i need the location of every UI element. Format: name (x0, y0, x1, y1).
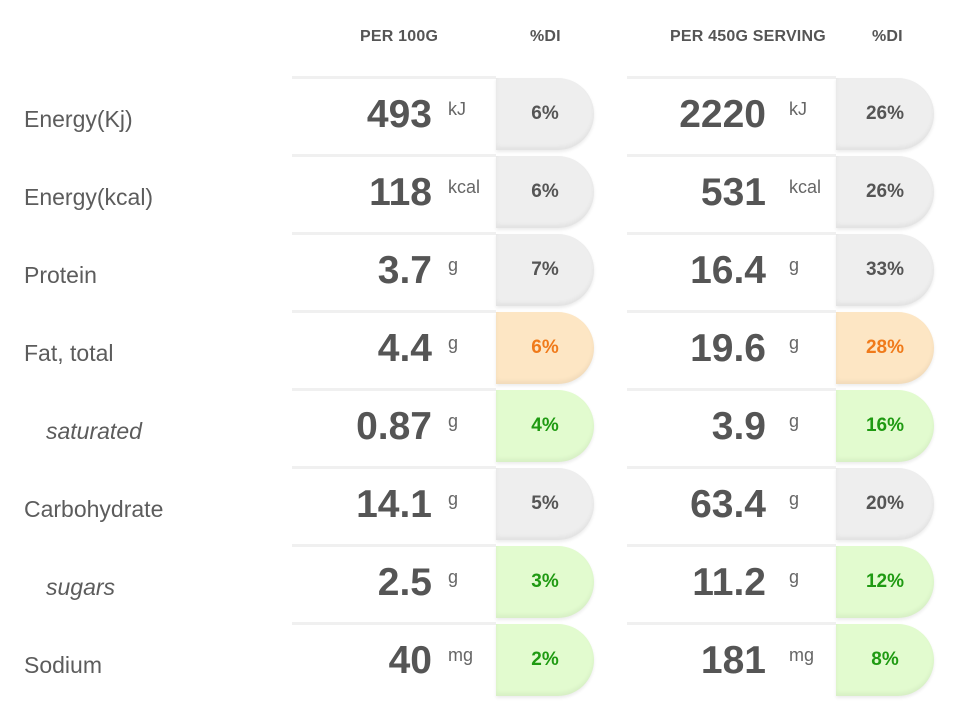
per-serving-value: 11.2 (692, 561, 766, 604)
header-di-100g: %DI (530, 28, 561, 45)
per-serving-cell: 2220 kJ (627, 76, 836, 151)
nutrient-row-sodium: Sodium 40 mg 2% 181 mg 8% (0, 622, 976, 700)
nutrient-label: Protein (24, 262, 97, 288)
per-100g-cell: 40 mg (292, 622, 496, 697)
per-100g-value: 14.1 (356, 483, 432, 526)
di-100g-badge: 2% (496, 624, 594, 696)
per-serving-cell: 11.2 g (627, 544, 836, 619)
nutrient-row-energy-kj: Energy(Kj) 493 kJ 6% 2220 kJ 26% (0, 76, 976, 154)
nutrient-row-fat-total: Fat, total 4.4 g 6% 19.6 g 28% (0, 310, 976, 388)
nutrient-label: Carbohydrate (24, 496, 164, 522)
di-serving-badge: 16% (836, 390, 934, 462)
per-serving-cell: 19.6 g (627, 310, 836, 385)
per-100g-cell: 14.1 g (292, 466, 496, 541)
nutrient-label: Energy(Kj) (24, 106, 133, 132)
nutrient-label: Energy(kcal) (24, 184, 154, 210)
di-serving-badge: 33% (836, 234, 934, 306)
per-100g-value: 40 (388, 639, 432, 682)
per-100g-unit: g (448, 489, 459, 509)
per-serving-cell: 16.4 g (627, 232, 836, 307)
per-serving-unit: g (789, 567, 800, 587)
per-serving-value: 181 (700, 639, 766, 682)
nutrient-row-energy-kcal: Energy(kcal) 118 kcal 6% 531 kcal 26% (0, 154, 976, 232)
di-100g-badge: 6% (496, 312, 594, 384)
di-100g-badge: 7% (496, 234, 594, 306)
di-serving-badge: 28% (836, 312, 934, 384)
per-100g-value: 2.5 (377, 561, 432, 604)
per-serving-unit: kJ (789, 99, 807, 119)
header-per-100g: PER 100G (360, 28, 439, 45)
di-100g-badge: 4% (496, 390, 594, 462)
per-100g-value: 118 (369, 171, 432, 214)
nutrient-label: Sodium (24, 652, 102, 678)
di-serving-badge: 8% (836, 624, 934, 696)
per-serving-unit: g (789, 333, 800, 353)
per-serving-unit: g (789, 255, 800, 275)
per-100g-cell: 4.4 g (292, 310, 496, 385)
per-100g-value: 493 (366, 93, 432, 136)
di-100g-badge: 6% (496, 156, 594, 228)
per-serving-value: 531 (700, 171, 766, 214)
per-serving-cell: 181 mg (627, 622, 836, 697)
per-serving-unit: g (789, 489, 800, 509)
di-100g-badge: 3% (496, 546, 594, 618)
nutrient-row-sugars: sugars 2.5 g 3% 11.2 g 12% (0, 544, 976, 622)
per-serving-value: 16.4 (690, 249, 766, 292)
per-serving-cell: 531 kcal (627, 154, 836, 229)
di-serving-badge: 12% (836, 546, 934, 618)
per-100g-cell: 118 kcal (292, 154, 496, 229)
per-serving-unit: g (789, 411, 800, 431)
per-100g-cell: 2.5 g (292, 544, 496, 619)
per-100g-value: 0.87 (356, 405, 432, 448)
nutrient-label: saturated (46, 418, 142, 444)
per-100g-unit: mg (448, 645, 474, 665)
di-serving-badge: 26% (836, 78, 934, 150)
per-100g-cell: 3.7 g (292, 232, 496, 307)
per-100g-value: 4.4 (377, 327, 432, 370)
per-serving-value: 63.4 (690, 483, 766, 526)
nutrient-row-carbohydrate: Carbohydrate 14.1 g 5% 63.4 g 20% (0, 466, 976, 544)
nutrient-label: sugars (46, 574, 116, 600)
per-100g-unit: g (448, 255, 459, 275)
nutrient-row-saturated: saturated 0.87 g 4% 3.9 g 16% (0, 388, 976, 466)
per-serving-cell: 63.4 g (627, 466, 836, 541)
per-100g-unit: g (448, 411, 459, 431)
di-serving-badge: 26% (836, 156, 934, 228)
per-serving-value: 19.6 (690, 327, 766, 370)
header-di-serving: %DI (872, 28, 903, 45)
nutrient-label: Fat, total (24, 340, 114, 366)
nutrient-row-protein: Protein 3.7 g 7% 16.4 g 33% (0, 232, 976, 310)
per-100g-value: 3.7 (377, 249, 432, 292)
per-100g-unit: g (448, 333, 459, 353)
per-serving-value: 2220 (679, 93, 766, 136)
per-100g-unit: g (448, 567, 459, 587)
per-100g-unit: kJ (448, 99, 466, 119)
per-100g-cell: 493 kJ (292, 76, 496, 151)
per-serving-unit: mg (789, 645, 815, 665)
per-serving-value: 3.9 (711, 405, 766, 448)
di-serving-badge: 20% (836, 468, 934, 540)
per-serving-unit: kcal (789, 177, 822, 197)
header-per-serving: PER 450G SERVING (670, 28, 826, 45)
per-100g-unit: kcal (448, 177, 481, 197)
di-100g-badge: 6% (496, 78, 594, 150)
per-serving-cell: 3.9 g (627, 388, 836, 463)
di-100g-badge: 5% (496, 468, 594, 540)
per-100g-cell: 0.87 g (292, 388, 496, 463)
